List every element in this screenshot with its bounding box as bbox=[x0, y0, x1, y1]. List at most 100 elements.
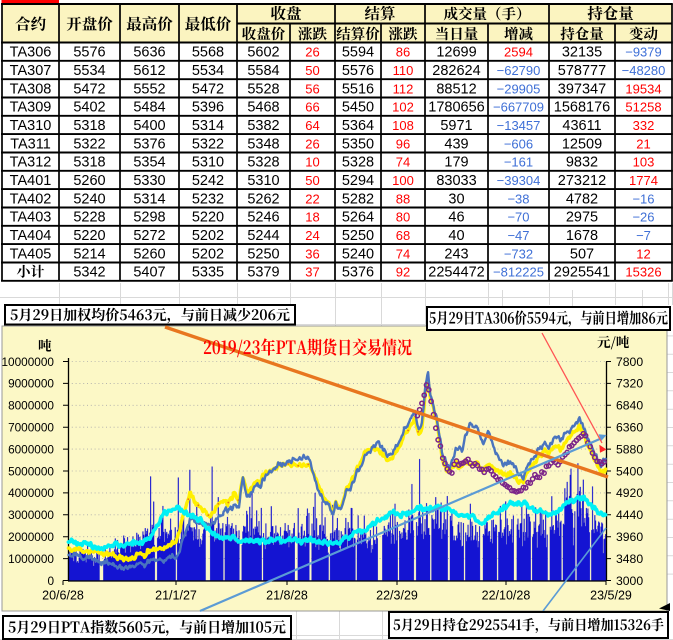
svg-text:26: 26 bbox=[305, 136, 319, 151]
svg-text:5318: 5318 bbox=[73, 118, 105, 134]
svg-text:50: 50 bbox=[305, 63, 319, 78]
svg-text:3000000: 3000000 bbox=[8, 508, 54, 522]
svg-text:−16: −16 bbox=[632, 191, 654, 206]
svg-text:TA312: TA312 bbox=[10, 155, 52, 171]
svg-text:−732: −732 bbox=[504, 246, 533, 261]
svg-text:5264: 5264 bbox=[342, 210, 374, 226]
svg-text:4920: 4920 bbox=[616, 486, 643, 500]
svg-text:TA309: TA309 bbox=[10, 100, 52, 116]
svg-text:变动: 变动 bbox=[629, 23, 658, 44]
svg-text:5534: 5534 bbox=[192, 63, 224, 79]
svg-text:5568: 5568 bbox=[192, 45, 224, 61]
svg-text:5310: 5310 bbox=[192, 155, 224, 171]
svg-text:5576: 5576 bbox=[73, 45, 105, 61]
svg-text:5354: 5354 bbox=[133, 155, 165, 171]
svg-text:12509: 12509 bbox=[562, 136, 602, 152]
svg-text:23/5/29: 23/5/29 bbox=[590, 589, 632, 603]
svg-text:179: 179 bbox=[444, 155, 468, 171]
svg-text:12: 12 bbox=[636, 246, 650, 261]
svg-text:12699: 12699 bbox=[436, 45, 476, 61]
svg-text:83033: 83033 bbox=[436, 173, 476, 189]
svg-text:增减: 增减 bbox=[504, 23, 533, 44]
svg-text:7800: 7800 bbox=[616, 355, 643, 369]
svg-text:19534: 19534 bbox=[625, 81, 661, 96]
svg-text:−70: −70 bbox=[507, 210, 529, 225]
svg-text:102: 102 bbox=[392, 100, 414, 115]
svg-text:涨跌: 涨跌 bbox=[389, 23, 418, 44]
svg-text:收盘价: 收盘价 bbox=[242, 23, 286, 44]
svg-text:92: 92 bbox=[396, 265, 410, 280]
svg-text:5298: 5298 bbox=[133, 210, 165, 226]
svg-text:22: 22 bbox=[305, 191, 319, 206]
svg-text:30: 30 bbox=[448, 191, 464, 207]
svg-text:7000000: 7000000 bbox=[8, 421, 54, 435]
svg-text:507: 507 bbox=[570, 246, 594, 262]
svg-text:5971: 5971 bbox=[440, 118, 472, 134]
svg-text:5880: 5880 bbox=[616, 442, 643, 456]
svg-text:−9379: −9379 bbox=[625, 45, 662, 60]
svg-text:7320: 7320 bbox=[616, 377, 643, 391]
svg-text:涨跌: 涨跌 bbox=[298, 23, 327, 44]
svg-text:TA404: TA404 bbox=[10, 228, 52, 244]
svg-text:5328: 5328 bbox=[342, 155, 374, 171]
svg-text:397347: 397347 bbox=[558, 81, 606, 97]
svg-text:5322: 5322 bbox=[73, 136, 105, 152]
svg-text:6840: 6840 bbox=[616, 399, 643, 413]
svg-text:TA402: TA402 bbox=[10, 191, 52, 207]
svg-text:结算价: 结算价 bbox=[336, 23, 380, 44]
svg-text:持仓量: 持仓量 bbox=[587, 2, 634, 24]
svg-text:5376: 5376 bbox=[133, 136, 165, 152]
svg-text:最高价: 最高价 bbox=[126, 13, 173, 35]
svg-text:TA308: TA308 bbox=[10, 81, 52, 97]
svg-text:9000000: 9000000 bbox=[8, 377, 54, 391]
svg-text:5400: 5400 bbox=[616, 464, 643, 478]
svg-text:TA401: TA401 bbox=[10, 173, 52, 189]
svg-text:2594: 2594 bbox=[504, 45, 533, 60]
svg-text:5400: 5400 bbox=[133, 118, 165, 134]
svg-text:4000000: 4000000 bbox=[8, 486, 54, 500]
svg-text:20/6/28: 20/6/28 bbox=[42, 589, 84, 603]
svg-text:108: 108 bbox=[392, 118, 414, 133]
svg-text:5月29日TA306价5594元，与前日增加86元: 5月29日TA306价5594元，与前日增加86元 bbox=[429, 307, 668, 329]
svg-text:2975: 2975 bbox=[566, 210, 598, 226]
svg-text:5318: 5318 bbox=[73, 155, 105, 171]
svg-text:2254472: 2254472 bbox=[428, 265, 484, 281]
svg-text:5534: 5534 bbox=[73, 63, 105, 79]
svg-text:TA306: TA306 bbox=[10, 45, 52, 61]
svg-text:112: 112 bbox=[393, 81, 414, 96]
svg-text:5396: 5396 bbox=[192, 100, 224, 116]
svg-text:40: 40 bbox=[448, 228, 464, 244]
svg-text:5602: 5602 bbox=[247, 45, 279, 61]
svg-text:5262: 5262 bbox=[247, 191, 279, 207]
svg-text:24: 24 bbox=[305, 228, 319, 243]
svg-text:小计: 小计 bbox=[17, 262, 45, 282]
svg-text:5584: 5584 bbox=[247, 63, 279, 79]
svg-text:2925541: 2925541 bbox=[554, 265, 610, 281]
svg-text:−667709: −667709 bbox=[493, 100, 544, 115]
svg-text:5246: 5246 bbox=[247, 210, 279, 226]
svg-text:74: 74 bbox=[396, 155, 410, 170]
svg-text:578777: 578777 bbox=[558, 63, 606, 79]
svg-text:5612: 5612 bbox=[133, 63, 165, 79]
svg-text:收盘: 收盘 bbox=[270, 2, 302, 24]
svg-text:5314: 5314 bbox=[133, 191, 165, 207]
svg-text:−13457: −13457 bbox=[497, 118, 541, 133]
svg-text:持仓量: 持仓量 bbox=[560, 23, 604, 44]
svg-text:5342: 5342 bbox=[73, 265, 105, 281]
svg-text:15326: 15326 bbox=[625, 265, 661, 280]
svg-text:−47: −47 bbox=[507, 228, 529, 243]
svg-text:5214: 5214 bbox=[73, 246, 105, 262]
svg-text:88512: 88512 bbox=[436, 81, 476, 97]
svg-text:−38: −38 bbox=[507, 191, 529, 206]
svg-text:3000: 3000 bbox=[616, 574, 643, 588]
svg-text:5240: 5240 bbox=[342, 246, 374, 262]
svg-text:5576: 5576 bbox=[342, 63, 374, 79]
svg-text:5328: 5328 bbox=[247, 155, 279, 171]
svg-text:−39304: −39304 bbox=[497, 173, 541, 188]
svg-text:51258: 51258 bbox=[625, 100, 661, 115]
svg-text:2000000: 2000000 bbox=[8, 530, 54, 544]
svg-text:439: 439 bbox=[444, 136, 468, 152]
svg-text:5364: 5364 bbox=[342, 118, 374, 134]
svg-text:5528: 5528 bbox=[247, 81, 279, 97]
svg-text:110: 110 bbox=[393, 63, 414, 78]
